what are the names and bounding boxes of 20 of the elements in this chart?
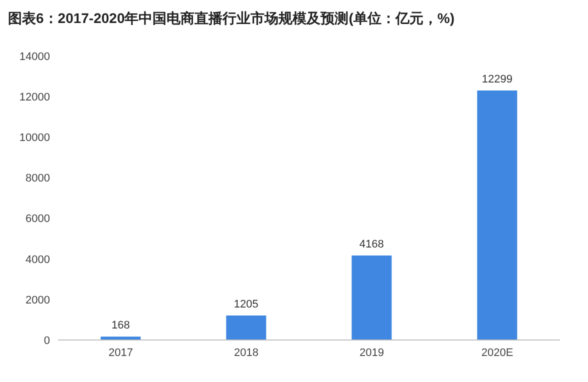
y-tick-label: 2000 [26,294,50,306]
data-label: 4168 [359,238,384,250]
y-tick-label: 12000 [19,91,50,104]
data-label: 12299 [482,74,512,86]
y-tick-label: 4000 [26,254,50,266]
bar [477,90,518,340]
x-tick-label: 2017 [108,346,133,359]
y-tick-label: 8000 [26,172,50,185]
bar [226,316,266,340]
y-tick-label: 10000 [19,132,50,144]
bar [352,255,392,340]
y-tick-label: 0 [44,334,50,347]
x-tick-label: 2020E [481,346,514,359]
chart-title: 图表6：2017-2020年中国电商直播行业市场规模及预测(单位：亿元，%) [8,10,455,28]
data-label: 1205 [234,298,258,311]
x-tick-label: 2019 [360,346,384,359]
x-tick-label: 2018 [234,346,258,359]
data-label: 168 [111,320,130,332]
y-tick-label: 6000 [26,213,50,226]
y-tick-label: 14000 [19,50,50,63]
